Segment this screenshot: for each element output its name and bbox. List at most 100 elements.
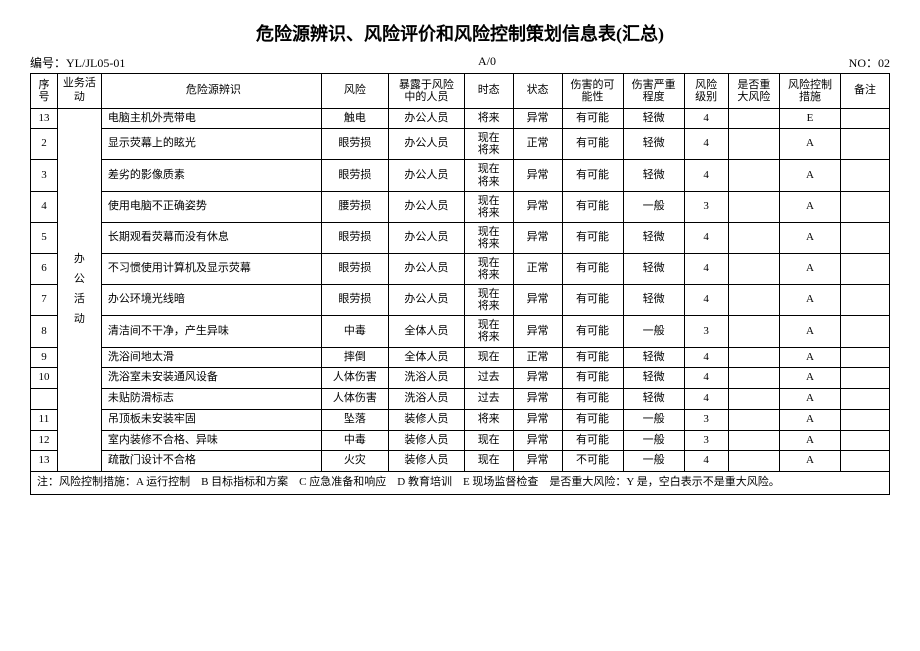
cell-seq: 12 xyxy=(31,430,58,451)
cell-hazard: 未贴防滑标志 xyxy=(101,389,321,410)
cell-level: 3 xyxy=(684,430,728,451)
table-row: 2显示荧幕上的眩光眼劳损办公人员现在将来正常有可能轻微4A xyxy=(31,129,890,160)
cell-note xyxy=(841,409,890,430)
cell-note xyxy=(841,347,890,368)
cell-note xyxy=(841,160,890,191)
cell-major xyxy=(728,347,779,368)
cell-state: 异常 xyxy=(513,430,562,451)
th-poss: 伤害的可能性 xyxy=(562,74,623,109)
cell-major xyxy=(728,409,779,430)
th-seq: 序号 xyxy=(31,74,58,109)
cell-level: 4 xyxy=(684,108,728,129)
table-row: 11吊顶板未安装牢固坠落装修人员将来异常有可能一般3A xyxy=(31,409,890,430)
table-body: 13办公活动电脑主机外壳带电触电办公人员将来异常有可能轻微4E2显示荧幕上的眩光… xyxy=(31,108,890,472)
cell-ctrl: A xyxy=(779,347,840,368)
cell-poss: 不可能 xyxy=(562,451,623,472)
cell-sev: 轻微 xyxy=(623,389,684,410)
cell-seq: 2 xyxy=(31,129,58,160)
cell-major xyxy=(728,451,779,472)
th-hazard: 危险源辨识 xyxy=(101,74,321,109)
cell-major xyxy=(728,191,779,222)
cell-level: 4 xyxy=(684,285,728,316)
cell-level: 4 xyxy=(684,389,728,410)
cell-hazard: 疏散门设计不合格 xyxy=(101,451,321,472)
table-row: 9洗浴间地太滑摔倒全体人员现在正常有可能轻微4A xyxy=(31,347,890,368)
cell-seq: 8 xyxy=(31,316,58,347)
cell-risk: 眼劳损 xyxy=(321,129,388,160)
cell-person: 装修人员 xyxy=(389,451,465,472)
cell-major xyxy=(728,285,779,316)
meta-left: 编号：YL/JL05-01 xyxy=(30,54,125,71)
meta-row: 编号：YL/JL05-01 A/0 NO：02 xyxy=(30,54,890,71)
table-row: 8清洁间不干净，产生异味中毒全体人员现在将来异常有可能一般3A xyxy=(31,316,890,347)
cell-tense: 过去 xyxy=(464,389,513,410)
cell-major xyxy=(728,389,779,410)
cell-seq: 7 xyxy=(31,285,58,316)
cell-tense: 将来 xyxy=(464,108,513,129)
table-row: 13办公活动电脑主机外壳带电触电办公人员将来异常有可能轻微4E xyxy=(31,108,890,129)
th-risk: 风险 xyxy=(321,74,388,109)
cell-state: 异常 xyxy=(513,368,562,389)
cell-sev: 轻微 xyxy=(623,129,684,160)
cell-seq: 5 xyxy=(31,222,58,253)
cell-sev: 轻微 xyxy=(623,222,684,253)
cell-tense: 现在 xyxy=(464,347,513,368)
cell-risk: 坠落 xyxy=(321,409,388,430)
cell-seq: 13 xyxy=(31,108,58,129)
cell-seq: 4 xyxy=(31,191,58,222)
cell-hazard: 办公环境光线暗 xyxy=(101,285,321,316)
cell-ctrl: A xyxy=(779,368,840,389)
cell-poss: 有可能 xyxy=(562,285,623,316)
th-tense: 时态 xyxy=(464,74,513,109)
cell-tense: 现在将来 xyxy=(464,129,513,160)
cell-note xyxy=(841,389,890,410)
cell-risk: 眼劳损 xyxy=(321,254,388,285)
cell-state: 异常 xyxy=(513,108,562,129)
cell-hazard: 吊顶板未安装牢固 xyxy=(101,409,321,430)
cell-risk: 眼劳损 xyxy=(321,222,388,253)
cell-note xyxy=(841,108,890,129)
table-row: 13疏散门设计不合格火灾装修人员现在异常不可能一般4A xyxy=(31,451,890,472)
cell-sev: 轻微 xyxy=(623,160,684,191)
cell-major xyxy=(728,108,779,129)
cell-sev: 轻微 xyxy=(623,254,684,285)
cell-seq: 13 xyxy=(31,451,58,472)
cell-level: 4 xyxy=(684,368,728,389)
cell-risk: 摔倒 xyxy=(321,347,388,368)
cell-major xyxy=(728,316,779,347)
cell-ctrl: A xyxy=(779,160,840,191)
th-sev: 伤害严重程度 xyxy=(623,74,684,109)
cell-poss: 有可能 xyxy=(562,129,623,160)
cell-state: 异常 xyxy=(513,191,562,222)
cell-risk: 人体伤害 xyxy=(321,389,388,410)
cell-hazard: 洗浴室未安装通风设备 xyxy=(101,368,321,389)
footnote-row: 注：风险控制措施：A 运行控制 B 目标指标和方案 C 应急准备和响应 D 教育… xyxy=(31,472,890,495)
cell-note xyxy=(841,129,890,160)
cell-person: 装修人员 xyxy=(389,430,465,451)
cell-level: 4 xyxy=(684,451,728,472)
th-ctrl: 风险控制措施 xyxy=(779,74,840,109)
cell-hazard: 室内装修不合格、异味 xyxy=(101,430,321,451)
cell-person: 装修人员 xyxy=(389,409,465,430)
cell-note xyxy=(841,368,890,389)
cell-ctrl: A xyxy=(779,409,840,430)
th-state: 状态 xyxy=(513,74,562,109)
cell-state: 异常 xyxy=(513,222,562,253)
cell-tense: 现在 xyxy=(464,451,513,472)
cell-poss: 有可能 xyxy=(562,347,623,368)
cell-risk: 眼劳损 xyxy=(321,160,388,191)
risk-table: 序号 业务活动 危险源辨识 风险 暴露于风险中的人员 时态 状态 伤害的可能性 … xyxy=(30,73,890,495)
header-row: 序号 业务活动 危险源辨识 风险 暴露于风险中的人员 时态 状态 伤害的可能性 … xyxy=(31,74,890,109)
cell-level: 3 xyxy=(684,191,728,222)
cell-major xyxy=(728,222,779,253)
th-exposed: 暴露于风险中的人员 xyxy=(389,74,465,109)
cell-note xyxy=(841,430,890,451)
cell-poss: 有可能 xyxy=(562,191,623,222)
cell-sev: 一般 xyxy=(623,191,684,222)
cell-state: 正常 xyxy=(513,347,562,368)
table-row: 3差劣的影像质素眼劳损办公人员现在将来异常有可能轻微4A xyxy=(31,160,890,191)
cell-tense: 现在将来 xyxy=(464,160,513,191)
cell-poss: 有可能 xyxy=(562,409,623,430)
th-note: 备注 xyxy=(841,74,890,109)
cell-risk: 人体伤害 xyxy=(321,368,388,389)
